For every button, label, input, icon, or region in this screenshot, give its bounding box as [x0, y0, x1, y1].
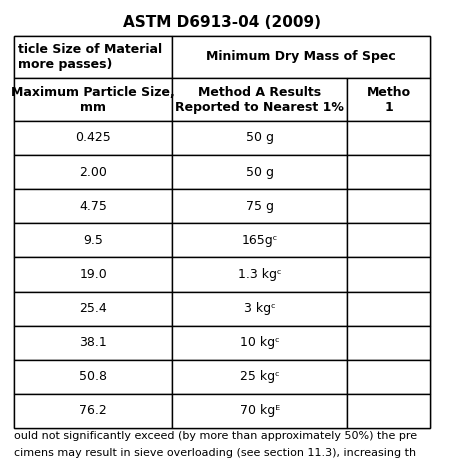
Text: 50.8: 50.8	[79, 370, 107, 383]
Text: ASTM D6913-04 (2009): ASTM D6913-04 (2009)	[123, 15, 321, 30]
Bar	[14, 257, 172, 292]
Bar	[347, 326, 430, 360]
Bar	[172, 189, 347, 223]
Bar	[347, 121, 430, 155]
Bar	[14, 223, 172, 257]
Text: 0.425: 0.425	[75, 131, 111, 145]
Bar	[14, 121, 172, 155]
Bar	[14, 78, 172, 121]
Text: 9.5: 9.5	[83, 234, 103, 247]
Bar	[172, 326, 347, 360]
Bar	[14, 394, 172, 428]
Bar	[172, 394, 347, 428]
Bar	[172, 155, 347, 189]
Text: 4.75: 4.75	[79, 200, 107, 213]
Text: 38.1: 38.1	[79, 336, 107, 349]
Text: 50 g: 50 g	[246, 165, 273, 179]
Text: Method A Results
Reported to Nearest 1%: Method A Results Reported to Nearest 1%	[175, 85, 344, 114]
Bar	[172, 360, 347, 394]
Text: Minimum Dry Mass of Spec: Minimum Dry Mass of Spec	[206, 50, 396, 64]
Bar	[347, 155, 430, 189]
Bar	[172, 36, 430, 78]
Text: ould not significantly exceed (by more than approximately 50%) the pre: ould not significantly exceed (by more t…	[14, 431, 417, 441]
Text: Metho
1: Metho 1	[366, 85, 411, 114]
Bar	[347, 292, 430, 326]
Text: 1.3 kgᶜ: 1.3 kgᶜ	[238, 268, 282, 281]
Text: 75 g: 75 g	[246, 200, 273, 213]
Text: 165gᶜ: 165gᶜ	[241, 234, 278, 247]
Bar	[172, 257, 347, 292]
Bar	[172, 223, 347, 257]
Bar	[347, 78, 430, 121]
Text: 25 kgᶜ: 25 kgᶜ	[240, 370, 280, 383]
Bar	[172, 78, 347, 121]
Bar	[14, 292, 172, 326]
Text: 10 kgᶜ: 10 kgᶜ	[240, 336, 280, 349]
Bar	[347, 394, 430, 428]
Bar	[347, 189, 430, 223]
Text: Maximum Particle Size,
mm: Maximum Particle Size, mm	[11, 85, 175, 114]
Bar	[14, 36, 172, 78]
Bar	[347, 360, 430, 394]
Text: 25.4: 25.4	[79, 302, 107, 315]
Bar	[14, 326, 172, 360]
Bar	[172, 292, 347, 326]
Bar	[14, 155, 172, 189]
Text: 50 g: 50 g	[246, 131, 273, 145]
Text: 3 kgᶜ: 3 kgᶜ	[244, 302, 275, 315]
Bar	[172, 121, 347, 155]
Bar	[14, 189, 172, 223]
Text: ticle Size of Material
more passes): ticle Size of Material more passes)	[18, 43, 163, 71]
Bar	[347, 223, 430, 257]
Text: 2.00: 2.00	[79, 165, 107, 179]
Bar	[14, 360, 172, 394]
Text: 19.0: 19.0	[79, 268, 107, 281]
Text: cimens may result in sieve overloading (see section 11.3), increasing th: cimens may result in sieve overloading (…	[14, 448, 416, 458]
Bar	[14, 36, 430, 428]
Text: 76.2: 76.2	[79, 404, 107, 418]
Bar	[347, 257, 430, 292]
Text: 70 kgᴱ: 70 kgᴱ	[239, 404, 280, 418]
